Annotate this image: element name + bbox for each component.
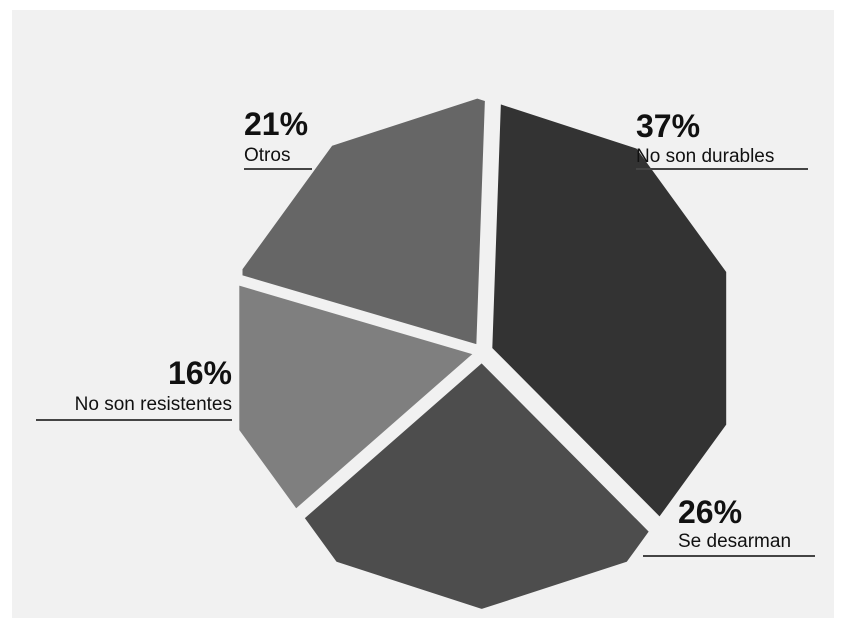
category-label-otros: Otros bbox=[244, 145, 290, 166]
value-label-no-son-durables: 37% bbox=[636, 108, 700, 144]
pie-slices bbox=[237, 96, 729, 612]
label-leader-lines bbox=[36, 168, 815, 557]
pie-slice-no-son-resistentes bbox=[237, 282, 477, 512]
category-label-se-desarman: Se desarman bbox=[678, 531, 791, 552]
value-label-se-desarman: 26% bbox=[678, 494, 742, 530]
category-label-no-son-durables: No son durables bbox=[636, 146, 774, 167]
pie-slice-no-son-durables bbox=[490, 101, 729, 520]
pie-slice-se-desarman bbox=[302, 360, 652, 612]
value-label-otros: 21% bbox=[244, 106, 308, 142]
category-label-no-son-resistentes: No son resistentes bbox=[75, 394, 232, 415]
pie-slice-otros bbox=[240, 96, 487, 347]
value-label-no-son-resistentes: 16% bbox=[168, 355, 232, 391]
